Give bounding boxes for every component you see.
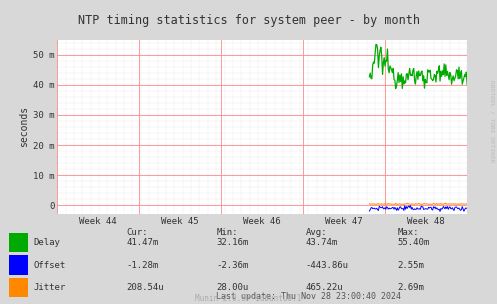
Text: 41.47m: 41.47m [127, 238, 159, 247]
Text: -2.36m: -2.36m [216, 261, 248, 270]
Text: 2.55m: 2.55m [398, 261, 424, 270]
Text: 208.54u: 208.54u [127, 283, 165, 292]
Text: Offset: Offset [34, 261, 66, 270]
Text: 465.22u: 465.22u [306, 283, 343, 292]
FancyBboxPatch shape [9, 233, 28, 252]
Y-axis label: seconds: seconds [19, 106, 29, 147]
Text: Max:: Max: [398, 228, 419, 237]
Text: Min:: Min: [216, 228, 238, 237]
Text: RRDTOOL / TOBI OETIKER: RRDTOOL / TOBI OETIKER [490, 80, 495, 163]
Text: 28.00u: 28.00u [216, 283, 248, 292]
Text: -1.28m: -1.28m [127, 261, 159, 270]
Text: Cur:: Cur: [127, 228, 148, 237]
Text: Avg:: Avg: [306, 228, 327, 237]
Text: 2.69m: 2.69m [398, 283, 424, 292]
Text: Jitter: Jitter [34, 283, 66, 292]
Text: NTP timing statistics for system peer - by month: NTP timing statistics for system peer - … [78, 14, 419, 27]
Text: 55.40m: 55.40m [398, 238, 430, 247]
Text: 43.74m: 43.74m [306, 238, 338, 247]
FancyBboxPatch shape [9, 278, 28, 297]
Text: -443.86u: -443.86u [306, 261, 349, 270]
Text: 32.16m: 32.16m [216, 238, 248, 247]
Text: Last update: Thu Nov 28 23:00:40 2024: Last update: Thu Nov 28 23:00:40 2024 [216, 292, 401, 301]
Text: Munin 2.0.37-1ubuntu0.1: Munin 2.0.37-1ubuntu0.1 [195, 294, 302, 303]
FancyBboxPatch shape [9, 255, 28, 275]
Text: Delay: Delay [34, 238, 61, 247]
